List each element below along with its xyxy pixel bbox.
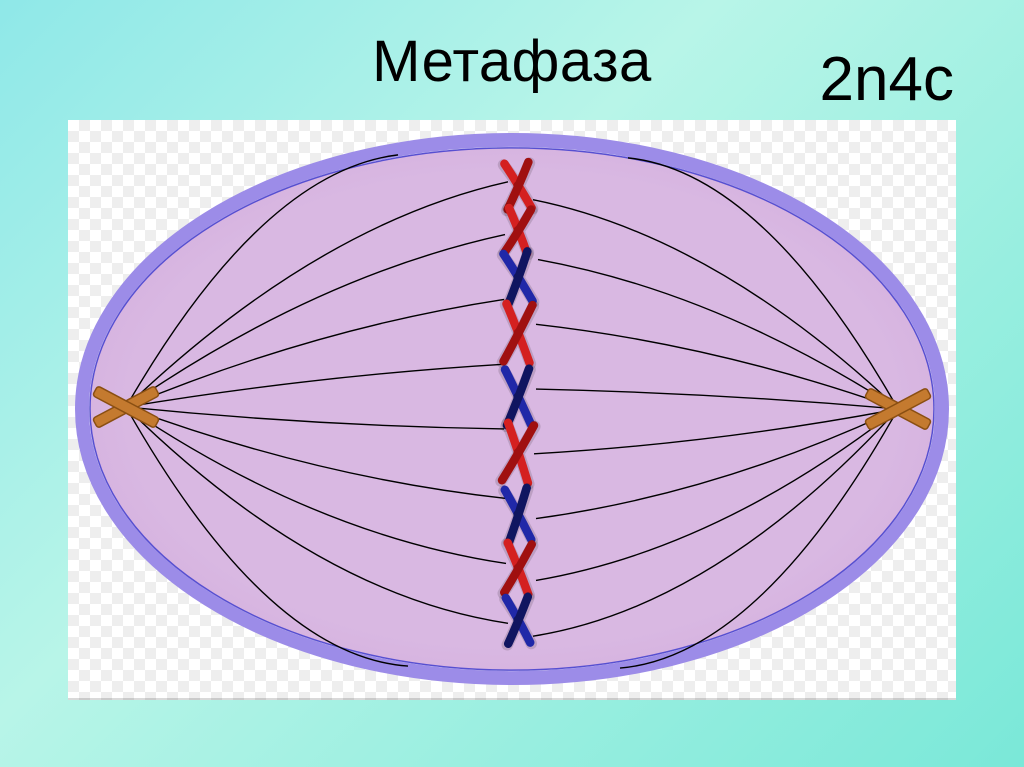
chromosome-formula: 2n4c [820, 44, 954, 115]
metaphase-svg [68, 120, 956, 698]
metaphase-diagram [68, 120, 956, 700]
